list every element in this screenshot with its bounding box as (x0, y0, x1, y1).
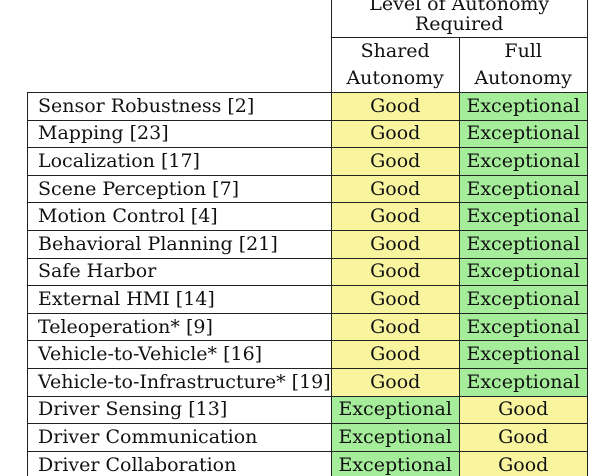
header-group-line1: Level of Autonomy (369, 0, 550, 15)
table-row: Vehicle-to-Infrastructure* [19] Good Excep… (27, 367, 588, 397)
shared-autonomy-cell: Good (330, 257, 460, 287)
full-autonomy-cell: Exceptional (458, 174, 588, 204)
shared-autonomy-cell: Good (330, 174, 460, 204)
table-row: Motion Control [4] Good Exceptional (27, 202, 588, 231)
full-autonomy-cell: Good (458, 450, 588, 476)
shared-autonomy-cell: Good (330, 285, 460, 314)
header-full-line2: Autonomy (474, 67, 572, 89)
full-autonomy-cell: Exceptional (458, 92, 588, 121)
header-group-cell: Level of Autonomy Required (330, 0, 588, 38)
full-autonomy-cell: Exceptional (458, 147, 588, 176)
table-row: Driver Sensing [13] Exceptional Good (27, 395, 588, 425)
table-row: Sensor Robustness [2] Good Exceptional (27, 92, 588, 121)
shared-autonomy-cell: Good (330, 202, 460, 231)
table-row: External HMI [14] Good Exceptional (27, 285, 588, 314)
header-row-columns: Shared Autonomy Full Autonomy (28, 37, 588, 93)
full-autonomy-cell: Exceptional (458, 285, 588, 314)
shared-autonomy-cell: Good (330, 119, 460, 149)
shared-autonomy-cell: Good (330, 229, 460, 259)
full-autonomy-cell: Exceptional (458, 257, 588, 287)
row-label: Driver Sensing [13] (27, 395, 332, 425)
table-row: Safe Harbor Good Exceptional (27, 257, 588, 287)
table-row: Driver Communication Exceptional Good (27, 423, 588, 452)
full-autonomy-cell: Exceptional (458, 312, 588, 342)
full-autonomy-cell: Exceptional (458, 340, 588, 369)
table-row: Scene Perception [7] Good Exceptional (27, 174, 588, 204)
row-label: Vehicle-to-Vehicle* [16] (27, 340, 332, 369)
shared-autonomy-cell: Good (330, 92, 460, 121)
full-autonomy-cell: Good (458, 423, 588, 452)
table-row: Teleoperation* [9] Good Exceptional (27, 312, 588, 342)
header-shared-line1: Shared (360, 40, 430, 62)
shared-autonomy-cell: Good (330, 147, 460, 176)
header-shared-line2: Autonomy (346, 67, 444, 89)
header-full-line1: Full (504, 40, 542, 62)
full-autonomy-cell: Exceptional (458, 229, 588, 259)
row-label: External HMI [14] (27, 285, 332, 314)
table-row: Mapping [23] Good Exceptional (27, 119, 588, 149)
row-label: Safe Harbor (27, 257, 332, 287)
shared-autonomy-cell: Good (330, 340, 460, 369)
row-label: Teleoperation* [9] (27, 312, 332, 342)
shared-autonomy-cell: Good (330, 312, 460, 342)
row-label: Localization [17] (27, 147, 332, 176)
row-label: Vehicle-to-Infrastructure* [19] (27, 367, 332, 397)
table-row: Vehicle-to-Vehicle* [16] Good Exceptional (27, 340, 588, 369)
row-label: Driver Collaboration (27, 450, 332, 476)
header-blank-cell (27, 0, 332, 93)
full-autonomy-cell: Good (458, 395, 588, 425)
full-autonomy-cell: Exceptional (458, 119, 588, 149)
shared-autonomy-cell: Good (330, 367, 460, 397)
row-label: Behavioral Planning [21] (27, 229, 332, 259)
row-label: Motion Control [4] (27, 202, 332, 231)
row-label: Scene Perception [7] (27, 174, 332, 204)
table-body: Sensor Robustness [2] Good Exceptional Mapp… (27, 92, 588, 476)
row-label: Mapping [23] (27, 119, 332, 149)
row-label: Sensor Robustness [2] (27, 92, 332, 121)
header-row-group: Level of Autonomy Required (27, 0, 588, 93)
shared-autonomy-cell: Exceptional (330, 450, 460, 476)
full-autonomy-cell: Exceptional (458, 202, 588, 231)
autonomy-requirements-table: Level of Autonomy Required Shared Autono… (27, 0, 588, 476)
table-row: Behavioral Planning [21] Good Exceptional (27, 229, 588, 259)
shared-autonomy-cell: Exceptional (330, 395, 460, 425)
row-label: Driver Communication (27, 423, 332, 452)
table-row: Localization [17] Good Exceptional (27, 147, 588, 176)
header-full-autonomy: Full Autonomy (458, 37, 588, 93)
autonomy-requirements-table-wrapper: Level of Autonomy Required Shared Autono… (27, 0, 588, 476)
header-group-line2: Required (414, 13, 504, 35)
table-row: Driver Collaboration Exceptional Good (27, 450, 588, 476)
header-shared-autonomy: Shared Autonomy (330, 37, 460, 93)
shared-autonomy-cell: Exceptional (330, 423, 460, 452)
full-autonomy-cell: Exceptional (458, 367, 588, 397)
